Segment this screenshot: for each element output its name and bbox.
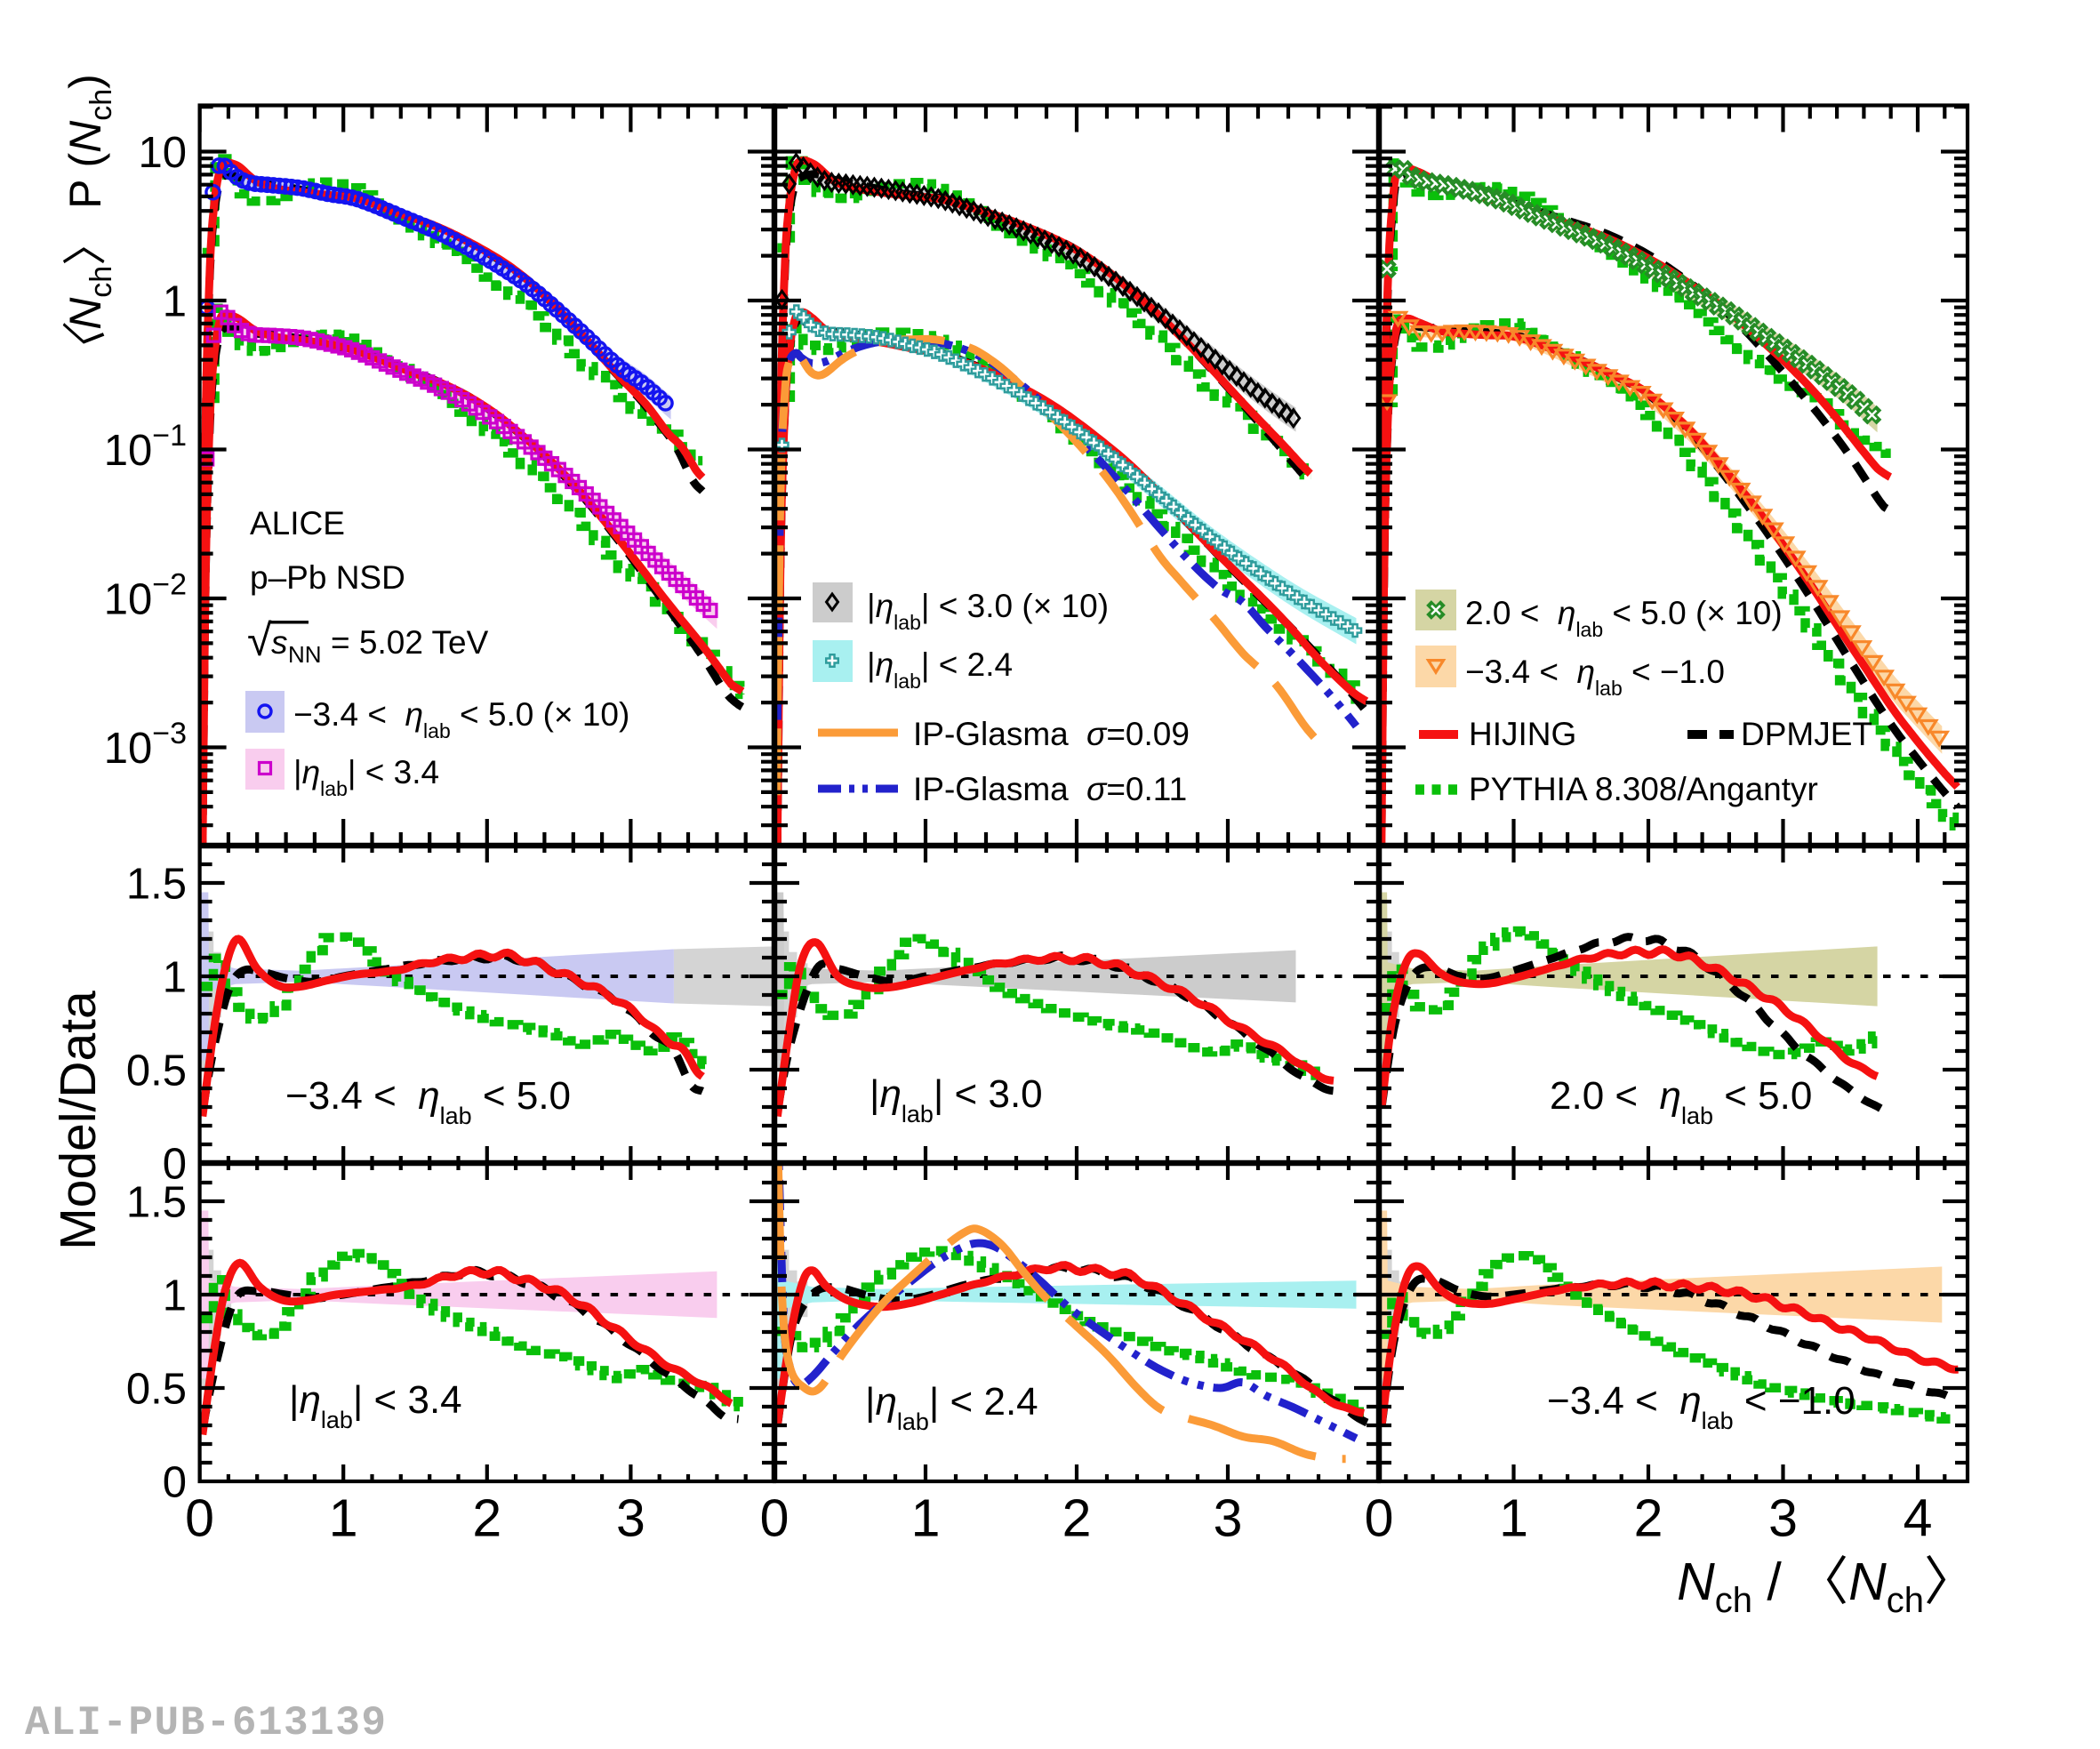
- svg-text:IP-Glasma: IP-Glasma: [913, 716, 1069, 752]
- svg-text:NN: NN: [288, 641, 322, 668]
- svg-text:σ=0.09: σ=0.09: [1086, 716, 1190, 752]
- svg-text:ALI-PUB-613139: ALI-PUB-613139: [25, 1700, 387, 1745]
- svg-text:0.5: 0.5: [126, 1047, 187, 1095]
- svg-text:〈Nch〉 P (Nch): 〈Nch〉 P (Nch): [60, 74, 118, 374]
- svg-text:3: 3: [616, 1489, 645, 1548]
- svg-text:s: s: [271, 624, 288, 661]
- svg-text:3: 3: [1768, 1489, 1798, 1548]
- svg-text:p–Pb NSD: p–Pb NSD: [250, 559, 405, 596]
- svg-text:0.5: 0.5: [126, 1366, 187, 1414]
- svg-text:4: 4: [1904, 1489, 1933, 1548]
- svg-text:2: 2: [472, 1489, 501, 1548]
- svg-text:2: 2: [1062, 1489, 1092, 1548]
- svg-text:PYTHIA 8.308/Angantyr: PYTHIA 8.308/Angantyr: [1469, 771, 1818, 807]
- svg-text:3: 3: [1214, 1489, 1243, 1548]
- svg-text:IP-Glasma: IP-Glasma: [913, 771, 1069, 807]
- svg-text:σ=0.11: σ=0.11: [1086, 771, 1187, 807]
- svg-text:0: 0: [185, 1489, 214, 1548]
- svg-text:0: 0: [760, 1489, 790, 1548]
- svg-text:HIJING: HIJING: [1469, 716, 1576, 752]
- svg-text:10: 10: [138, 129, 187, 177]
- svg-text:1: 1: [163, 954, 187, 1002]
- svg-text:Model/Data: Model/Data: [50, 991, 107, 1250]
- svg-text:0: 0: [1365, 1489, 1394, 1548]
- svg-text:Nch / 〈Nch〉: Nch / 〈Nch〉: [1677, 1552, 1976, 1620]
- svg-text:ALICE: ALICE: [250, 505, 345, 542]
- svg-text:1.5: 1.5: [126, 1179, 187, 1227]
- svg-text:DPMJET: DPMJET: [1741, 716, 1872, 752]
- svg-text:= 5.02 TeV: = 5.02 TeV: [331, 624, 489, 661]
- svg-text:1: 1: [163, 1272, 187, 1320]
- svg-text:1: 1: [911, 1489, 941, 1548]
- svg-text:1: 1: [329, 1489, 358, 1548]
- svg-text:√: √: [247, 615, 272, 665]
- svg-text:1: 1: [163, 278, 187, 326]
- svg-text:0: 0: [163, 1459, 187, 1507]
- svg-text:1.5: 1.5: [126, 861, 187, 909]
- svg-text:2: 2: [1634, 1489, 1663, 1548]
- svg-text:0: 0: [163, 1141, 187, 1189]
- svg-text:1: 1: [1499, 1489, 1528, 1548]
